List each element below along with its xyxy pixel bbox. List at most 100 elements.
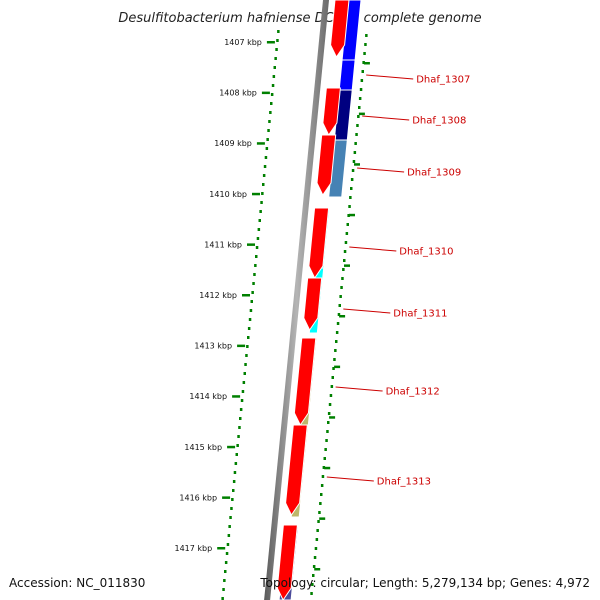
right-guide-dot <box>360 79 364 82</box>
right-guide-dot <box>349 196 352 199</box>
right-guide-dot <box>364 43 367 46</box>
left-guide-dot <box>231 498 234 501</box>
right-guide-dot <box>318 511 321 514</box>
right-guide-dot <box>358 97 362 100</box>
left-guide-dot <box>253 273 256 276</box>
left-guide-dot <box>232 489 235 492</box>
right-guide-dot <box>337 313 341 316</box>
right-guide-dot <box>331 376 334 379</box>
right-guide-dot <box>314 547 318 550</box>
right-guide-dot <box>343 259 346 262</box>
right-tick <box>314 568 321 571</box>
right-tick <box>319 517 326 520</box>
right-guide-dot <box>336 322 340 325</box>
cds-arrow <box>316 134 337 196</box>
kbp-tick <box>217 547 226 550</box>
gene-leader-line <box>357 167 405 173</box>
kbp-label: 1416 kbp <box>179 493 217 502</box>
kbp-scale: 1407 kbp 1408 kbp 1409 kbp 1410 kbp 1411 kbp… <box>174 38 370 571</box>
left-guide-dot <box>245 354 248 357</box>
cds-arrow <box>285 424 308 516</box>
kbp-label: 1407 kbp <box>224 38 262 47</box>
left-guide-dot <box>246 345 249 348</box>
gene-leader-line <box>335 386 383 392</box>
right-guide-dot <box>334 349 337 352</box>
right-guide-dot <box>321 475 325 478</box>
left-guide-dot <box>272 75 276 78</box>
gene-leader-line <box>349 246 397 252</box>
left-guide-dot <box>274 57 277 60</box>
gene-label-dhaf_1312[interactable]: Dhaf_1312 <box>386 387 440 398</box>
accession-text: Accession: NC_011830 <box>9 576 145 590</box>
right-guide-dot <box>312 574 315 577</box>
left-guide-dot <box>270 102 273 105</box>
right-guide-dot <box>363 52 366 55</box>
cds-arrow <box>303 277 323 331</box>
left-guide-dot <box>255 255 258 258</box>
left-guide-dot <box>263 165 267 168</box>
gene-label-dhaf_1313[interactable]: Dhaf_1313 <box>377 477 431 488</box>
right-guide-dot <box>346 223 349 226</box>
gene-label-dhaf_1308[interactable]: Dhaf_1308 <box>412 116 466 127</box>
left-guide-dot <box>226 543 230 546</box>
left-guide-dot <box>239 408 243 411</box>
left-guide-dot <box>224 570 227 573</box>
right-guide-dot <box>357 115 360 118</box>
right-tick <box>329 416 336 419</box>
right-guide-dot <box>333 358 336 361</box>
kbp-tick <box>252 192 260 196</box>
right-tick <box>344 264 350 267</box>
right-guide-dot <box>358 106 361 109</box>
right-tick <box>349 213 355 217</box>
left-guide-dot <box>276 39 279 42</box>
right-tick <box>324 466 331 470</box>
left-guide-dot <box>259 210 262 213</box>
left-guide-dot <box>221 597 224 600</box>
right-guide-dot <box>329 394 333 397</box>
right-guide-dot <box>352 160 356 163</box>
kbp-tick <box>237 344 246 348</box>
left-guide-dot <box>261 192 264 195</box>
right-guide-dot <box>353 151 357 154</box>
right-guide-dot <box>341 277 344 280</box>
right-guide-dot <box>319 502 322 505</box>
gene-leader-line <box>343 308 391 314</box>
right-guide-dot <box>316 529 319 532</box>
left-guide-dot <box>249 309 253 312</box>
gene-label-dhaf_1309[interactable]: Dhaf_1309 <box>407 168 461 179</box>
right-guide-dot <box>345 232 349 235</box>
kbp-label: 1417 kbp <box>174 544 212 553</box>
gene-label-dhaf_1310[interactable]: Dhaf_1310 <box>399 247 453 258</box>
right-guide-dot <box>365 34 368 37</box>
gene-leader-line <box>366 74 414 80</box>
right-guide-dot <box>344 241 348 244</box>
left-guide-dot <box>277 30 280 33</box>
right-guide-dot <box>338 304 341 307</box>
kbp-tick <box>247 243 255 246</box>
left-guide-dot <box>264 156 268 159</box>
gene-label-dhaf_1307[interactable]: Dhaf_1307 <box>416 75 470 86</box>
kbp-label: 1409 kbp <box>214 139 252 148</box>
gene-leader-line <box>326 476 374 482</box>
cds-arrows <box>276 0 350 600</box>
left-guide-dot <box>262 174 266 177</box>
left-guide-dot <box>240 399 244 402</box>
right-guide-dot <box>330 385 334 388</box>
left-guide-dot <box>242 381 246 384</box>
right-guide-dot <box>335 331 339 334</box>
left-guide-dot <box>252 282 255 285</box>
left-guide-dot <box>243 372 246 375</box>
right-tick <box>334 365 341 369</box>
left-guide-dot <box>229 516 232 519</box>
left-guide-dot <box>234 462 238 465</box>
left-guide-dot <box>255 246 259 249</box>
right-tick <box>354 163 360 166</box>
left-guide-dot <box>267 129 270 132</box>
left-guide-dot <box>275 48 278 51</box>
gene-labels: Dhaf_1307 Dhaf_1308 Dhaf_1309 Dhaf_1310 Dhaf… <box>326 74 470 488</box>
right-guide-dot <box>348 205 351 208</box>
kbp-tick <box>261 91 270 95</box>
gene-label-dhaf_1311[interactable]: Dhaf_1311 <box>393 309 447 320</box>
right-guide-dot <box>335 340 338 343</box>
